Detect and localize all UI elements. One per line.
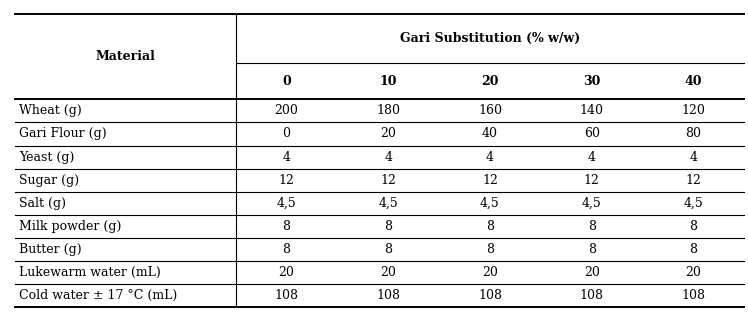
Text: 40: 40 — [684, 75, 702, 87]
Text: 4: 4 — [588, 150, 595, 164]
Text: 80: 80 — [685, 127, 702, 140]
Text: 108: 108 — [478, 289, 502, 302]
Text: Sugar (g): Sugar (g) — [19, 174, 79, 187]
Text: 20: 20 — [583, 266, 600, 279]
Text: 60: 60 — [583, 127, 600, 140]
Text: 10: 10 — [379, 75, 397, 87]
Text: Lukewarm water (mL): Lukewarm water (mL) — [19, 266, 161, 279]
Text: 108: 108 — [681, 289, 705, 302]
Text: Yeast (g): Yeast (g) — [19, 150, 74, 164]
Text: 200: 200 — [275, 104, 298, 117]
Text: 20: 20 — [685, 266, 702, 279]
Text: 8: 8 — [283, 243, 290, 256]
Text: 40: 40 — [482, 127, 498, 140]
Text: 160: 160 — [478, 104, 502, 117]
Text: Gari Substitution (% w/w): Gari Substitution (% w/w) — [400, 32, 580, 45]
Text: Salt (g): Salt (g) — [19, 197, 66, 210]
Text: Butter (g): Butter (g) — [19, 243, 82, 256]
Text: 180: 180 — [376, 104, 400, 117]
Text: 8: 8 — [384, 243, 392, 256]
Text: 12: 12 — [583, 174, 600, 187]
Text: 108: 108 — [275, 289, 298, 302]
Text: 20: 20 — [482, 266, 498, 279]
Text: 20: 20 — [481, 75, 499, 87]
Text: 20: 20 — [278, 266, 295, 279]
Text: 20: 20 — [380, 266, 396, 279]
Text: 8: 8 — [486, 243, 494, 256]
Text: 8: 8 — [384, 220, 392, 233]
Text: 8: 8 — [588, 243, 595, 256]
Text: 4,5: 4,5 — [582, 197, 601, 210]
Text: 12: 12 — [380, 174, 396, 187]
Text: 8: 8 — [486, 220, 494, 233]
Text: 120: 120 — [681, 104, 705, 117]
Text: Wheat (g): Wheat (g) — [19, 104, 82, 117]
Text: 30: 30 — [583, 75, 601, 87]
Text: 4: 4 — [283, 150, 290, 164]
Text: 8: 8 — [588, 220, 595, 233]
Text: 12: 12 — [278, 174, 295, 187]
Text: 4: 4 — [384, 150, 392, 164]
Text: 12: 12 — [685, 174, 702, 187]
Text: 0: 0 — [283, 127, 290, 140]
Text: 12: 12 — [482, 174, 498, 187]
Text: 4,5: 4,5 — [684, 197, 703, 210]
Text: 108: 108 — [580, 289, 604, 302]
Text: 140: 140 — [580, 104, 604, 117]
Text: 4,5: 4,5 — [480, 197, 500, 210]
Text: Milk powder (g): Milk powder (g) — [19, 220, 121, 233]
Text: 8: 8 — [690, 220, 697, 233]
Text: Material: Material — [95, 50, 156, 63]
Text: Cold water ± 17 °C (mL): Cold water ± 17 °C (mL) — [19, 289, 177, 302]
Text: 8: 8 — [283, 220, 290, 233]
Text: 4: 4 — [486, 150, 494, 164]
Text: 0: 0 — [282, 75, 291, 87]
Text: 4,5: 4,5 — [277, 197, 296, 210]
Text: 20: 20 — [380, 127, 396, 140]
Text: 8: 8 — [690, 243, 697, 256]
Text: 4,5: 4,5 — [378, 197, 398, 210]
Text: 4: 4 — [690, 150, 697, 164]
Text: 108: 108 — [376, 289, 400, 302]
Text: Gari Flour (g): Gari Flour (g) — [19, 127, 106, 140]
